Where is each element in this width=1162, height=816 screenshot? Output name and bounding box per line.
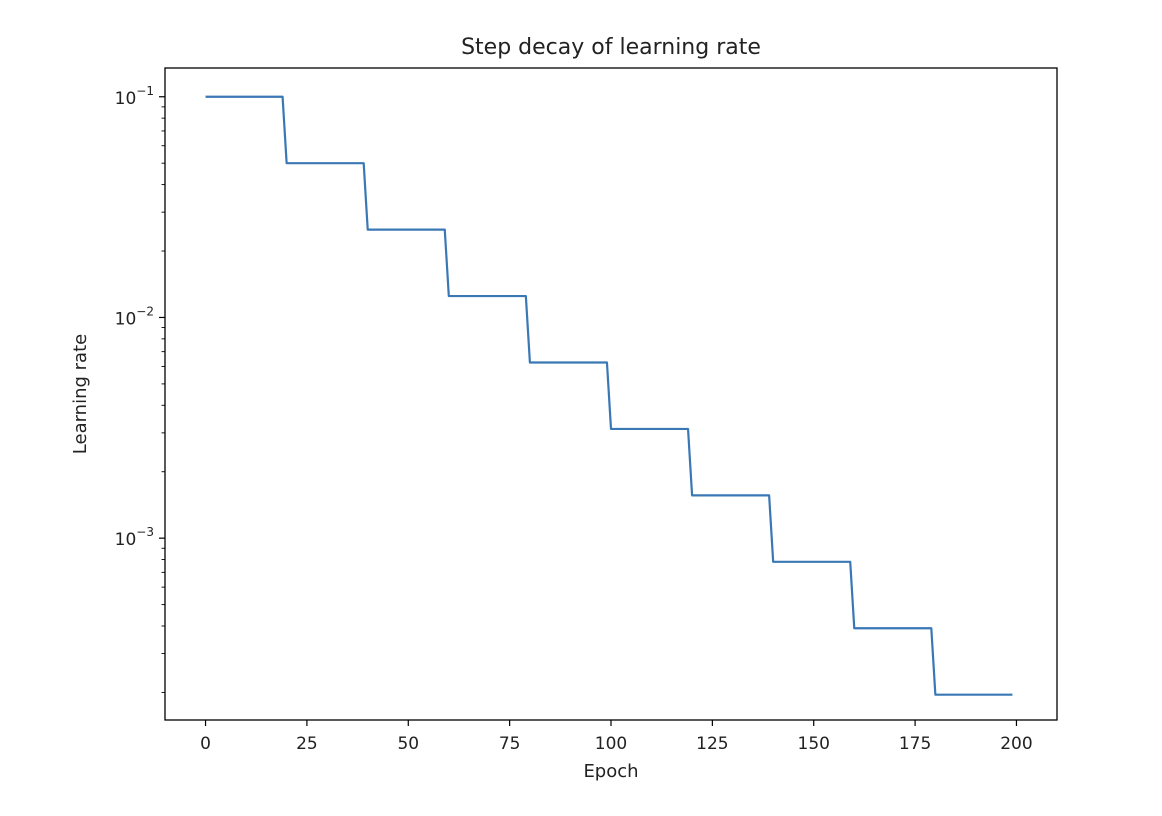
y-tick-label: 10−2 [115,304,154,329]
x-axis: 0 25 50 75 100 125 150 175 200 [200,720,1033,754]
y-tick-exponent: −2 [136,304,154,318]
y-axis: 10−110−210−3 [115,84,165,693]
x-tick-label: 50 [397,734,419,754]
y-tick-label: 10−1 [115,84,154,109]
y-tick-base: 10 [115,89,137,109]
x-axis-label: Epoch [583,761,638,782]
plot-frame [164,67,1058,721]
x-tick-label: 200 [1000,734,1032,754]
x-tick-label: 100 [595,734,627,754]
x-tick-label: 75 [499,734,521,754]
chart-title: Step decay of learning rate [461,35,761,60]
x-tick-label: 0 [200,734,211,754]
y-tick-exponent: −1 [136,84,154,98]
y-tick-label: 10−3 [115,525,154,550]
y-tick-base: 10 [115,309,137,329]
y-tick-exponent: −3 [136,525,154,539]
y-tick-base: 10 [115,530,137,550]
series-layer [205,95,1013,696]
x-tick-label: 25 [296,734,318,754]
plot-area [165,68,1057,720]
y-axis-label: Learning rate [70,334,91,454]
x-tick-label: 150 [798,734,830,754]
x-tick-label: 175 [899,734,931,754]
x-tick-label: 125 [696,734,728,754]
learning-rate-line [205,95,1013,696]
